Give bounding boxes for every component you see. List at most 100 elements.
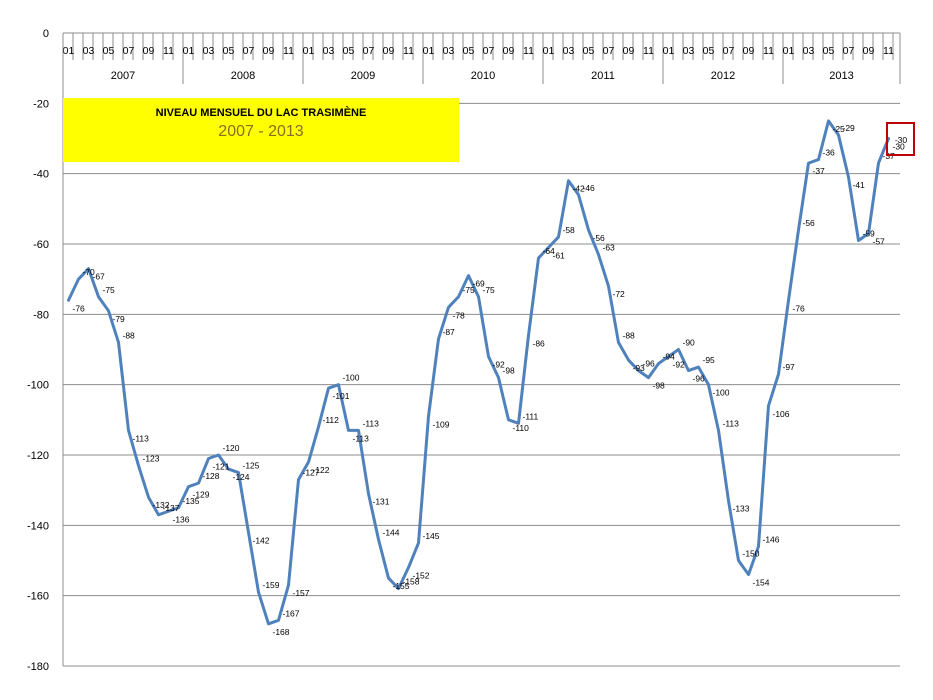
data-label: -94 bbox=[663, 352, 676, 362]
data-label: -90 bbox=[683, 338, 696, 348]
data-label: -96 bbox=[693, 374, 706, 384]
data-label: -168 bbox=[273, 627, 290, 637]
data-label: -92 bbox=[493, 360, 506, 370]
month-tick-label: 09 bbox=[743, 45, 755, 57]
data-label: -87 bbox=[443, 327, 456, 337]
data-label: -64 bbox=[543, 246, 556, 256]
y-tick-label: -180 bbox=[27, 661, 49, 673]
data-label: -86 bbox=[533, 338, 546, 348]
data-label: -152 bbox=[413, 571, 430, 581]
month-tick-label: 07 bbox=[483, 45, 495, 57]
month-tick-label: 11 bbox=[523, 45, 534, 57]
data-label: -146 bbox=[763, 534, 780, 544]
y-tick-label: -60 bbox=[33, 239, 49, 251]
month-tick-label: 11 bbox=[403, 45, 414, 57]
data-label: -110 bbox=[513, 423, 530, 433]
data-label: -92 bbox=[673, 360, 686, 370]
data-label: -129 bbox=[193, 490, 210, 500]
highlight-value-label: -30 bbox=[895, 135, 908, 145]
month-tick-label: 03 bbox=[323, 45, 335, 57]
month-tick-label: 03 bbox=[563, 45, 575, 57]
data-label: -113 bbox=[353, 433, 370, 443]
data-label: -120 bbox=[223, 443, 240, 453]
data-label: -41 bbox=[853, 180, 866, 190]
month-tick-label: 09 bbox=[383, 45, 395, 57]
month-tick-label: 05 bbox=[103, 45, 115, 57]
data-label: -145 bbox=[423, 531, 440, 541]
month-tick-label: 09 bbox=[503, 45, 515, 57]
data-label: -136 bbox=[173, 514, 190, 524]
y-tick-label: -140 bbox=[27, 520, 49, 532]
data-label: -121 bbox=[213, 462, 230, 472]
month-tick-label: 01 bbox=[663, 45, 675, 57]
data-label: -57 bbox=[873, 236, 886, 246]
month-tick-label: 09 bbox=[623, 45, 635, 57]
data-label: -98 bbox=[503, 366, 516, 376]
data-label: -155 bbox=[393, 581, 410, 591]
chart-subtitle: 2007 - 2013 bbox=[218, 123, 304, 140]
y-tick-label: -40 bbox=[33, 169, 49, 181]
data-label: -75 bbox=[463, 285, 476, 295]
data-label: -142 bbox=[253, 535, 270, 545]
data-label: -67 bbox=[93, 272, 106, 282]
month-tick-label: 05 bbox=[463, 45, 475, 57]
month-tick-label: 07 bbox=[123, 45, 135, 57]
month-tick-label: 09 bbox=[263, 45, 275, 57]
month-tick-label: 05 bbox=[703, 45, 715, 57]
month-tick-label: 01 bbox=[303, 45, 315, 57]
month-tick-label: 07 bbox=[363, 45, 375, 57]
data-label: -58 bbox=[563, 225, 576, 235]
month-tick-label: 11 bbox=[763, 45, 774, 57]
data-label: -135 bbox=[183, 496, 200, 506]
data-label: -128 bbox=[203, 471, 220, 481]
gridlines bbox=[63, 102, 900, 667]
data-label: -96 bbox=[643, 359, 656, 369]
data-label: -133 bbox=[733, 504, 750, 514]
data-label: -100 bbox=[343, 373, 360, 383]
month-tick-label: 03 bbox=[683, 45, 695, 57]
data-label: -25 bbox=[833, 124, 846, 134]
data-label: -100 bbox=[713, 388, 730, 398]
data-label: -88 bbox=[123, 330, 136, 340]
data-label: -76 bbox=[73, 303, 86, 313]
series-line bbox=[67, 119, 890, 626]
data-label: -29 bbox=[843, 123, 856, 133]
data-label: -70 bbox=[83, 267, 96, 277]
month-tick-label: 09 bbox=[143, 45, 155, 57]
data-label: -59 bbox=[863, 228, 876, 238]
month-tick-label: 01 bbox=[783, 45, 795, 57]
month-tick-label: 07 bbox=[603, 45, 615, 57]
y-axis: 0 -20 -40 -60 -80 -100 -120 -140 -160 -180 bbox=[27, 28, 64, 673]
month-tick-label: 11 bbox=[883, 45, 894, 57]
y-tick-label: -120 bbox=[27, 450, 49, 462]
year-label: 2013 bbox=[829, 70, 853, 82]
year-label: 2010 bbox=[471, 70, 495, 82]
data-label: -111 bbox=[523, 411, 539, 421]
data-label: -113 bbox=[133, 433, 150, 443]
y-tick-label: -20 bbox=[33, 98, 49, 110]
data-label: -88 bbox=[623, 330, 636, 340]
month-tick-label: 05 bbox=[583, 45, 595, 57]
data-label: -37 bbox=[883, 151, 896, 161]
data-label: -95 bbox=[703, 355, 716, 365]
month-tick-label: 01 bbox=[543, 45, 555, 57]
month-tick-label: 05 bbox=[823, 45, 835, 57]
data-label: -78 bbox=[453, 310, 466, 320]
data-label: -79 bbox=[113, 314, 126, 324]
data-label: -131 bbox=[373, 497, 390, 507]
year-label: 2008 bbox=[231, 70, 255, 82]
data-label: -132 bbox=[153, 500, 170, 510]
year-label: 2007 bbox=[111, 70, 135, 82]
month-tick-label: 05 bbox=[223, 45, 235, 57]
month-tick-label: 01 bbox=[183, 45, 195, 57]
data-label: -61 bbox=[553, 251, 566, 261]
month-tick-label: 01 bbox=[423, 45, 435, 57]
year-label: 2011 bbox=[591, 70, 615, 82]
month-tick-label: 11 bbox=[163, 45, 174, 57]
data-label: -113 bbox=[363, 418, 380, 428]
month-tick-label: 11 bbox=[643, 45, 654, 57]
month-tick-label: 07 bbox=[723, 45, 735, 57]
data-label: -150 bbox=[743, 549, 760, 559]
month-tick-label: 03 bbox=[83, 45, 95, 57]
data-labels: -76 -70-67 -75 -79 -88 -113 -123 -132-137-136 -1… bbox=[73, 123, 908, 637]
